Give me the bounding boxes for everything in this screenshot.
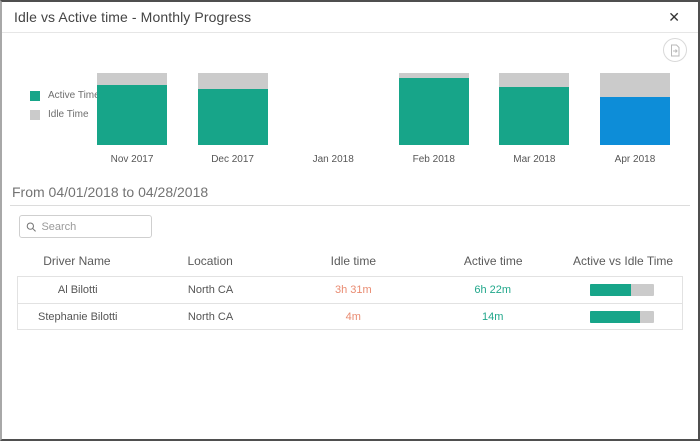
month-bar[interactable] [499,73,570,145]
progressbar-fill [590,284,632,296]
active-time-cell: 6h 22m [474,284,512,296]
column-header[interactable]: Location [187,254,233,268]
month-label: Feb 2018 [412,154,455,165]
month-label: Dec 2017 [211,154,254,165]
export-document-icon [671,44,680,56]
dialog-title: Idle vs Active time - Monthly Progress [14,9,252,25]
month-bar[interactable] [398,73,469,145]
legend-item[interactable]: Active Time [30,90,100,101]
legend-label: Active Time [48,90,100,101]
legend-label: Idle Time [48,109,89,120]
month-bar[interactable] [97,73,167,145]
active-segment [398,78,469,145]
legend-swatch-icon [30,109,40,120]
table-header-row: Driver Name Location Idle time Active time A… [2,250,698,272]
active-time-cell: 14m [482,310,504,323]
month-label: Mar 2018 [513,154,556,165]
progressbar-fill [590,310,641,323]
dialog-header: Idle vs Active time - Monthly Progress ✕ [2,2,698,33]
active-segment [197,88,268,145]
legend-item[interactable]: Idle Time [30,109,97,120]
column-header[interactable]: Active time [463,254,523,268]
legend-swatch-icon [30,90,40,101]
drivers-table: Driver Name Location Idle time Active time A… [2,250,698,330]
search-box[interactable] [19,215,152,238]
chart-legend: Active Time Idle Time [2,73,100,165]
section-divider [10,205,690,206]
location-cell: North CA [187,310,234,323]
idle-time-cell: 4m [345,310,361,323]
column-header[interactable]: Active vs Idle Time [573,254,674,268]
active-segment [97,84,167,145]
idle-segment [398,73,469,79]
driver-name-cell: Stephanie Bilotti [38,310,118,323]
chart-bars: Nov 2017 Dec 2017 Jan 2018 Feb 2018 Mar 2018… [97,73,698,165]
month-label: Nov 2017 [110,154,154,165]
month-bar[interactable] [599,73,670,145]
active-vs-idle-progressbar [590,284,655,296]
idle-segment [197,73,268,89]
month-bar[interactable] [197,73,268,145]
search-input[interactable] [41,220,145,233]
active-segment [499,86,570,145]
location-cell: North CA [187,284,234,296]
search-icon [26,221,36,232]
month-label: Jan 2018 [312,154,354,165]
idle-time-cell: 3h 31m [334,284,372,296]
idle-segment [599,73,670,98]
column-header[interactable]: Idle time [330,254,376,268]
month-label: Apr 2018 [614,154,656,165]
month-bar[interactable] [298,73,368,145]
export-button[interactable] [663,38,687,62]
close-icon[interactable]: ✕ [662,6,686,28]
table-row[interactable]: Stephanie Bilotti North CA 4m 14m [18,303,682,329]
idle-segment [97,73,167,85]
active-vs-idle-progressbar [590,310,655,323]
monthly-progress-chart: Active Time Idle Time Nov 2017 Dec 2017 Jan… [2,73,698,165]
date-range-label: From 04/01/2018 to 04/28/2018 [12,184,209,200]
active-segment-selected [599,97,670,145]
idle-segment [499,73,570,87]
column-header[interactable]: Driver Name [43,254,111,268]
table-row[interactable]: Al Bilotti North CA 3h 31m 6h 22m [18,277,682,303]
driver-name-cell: Al Bilotti [57,284,98,296]
table-body: Al Bilotti North CA 3h 31m 6h 22m Stephanie … [17,276,683,330]
